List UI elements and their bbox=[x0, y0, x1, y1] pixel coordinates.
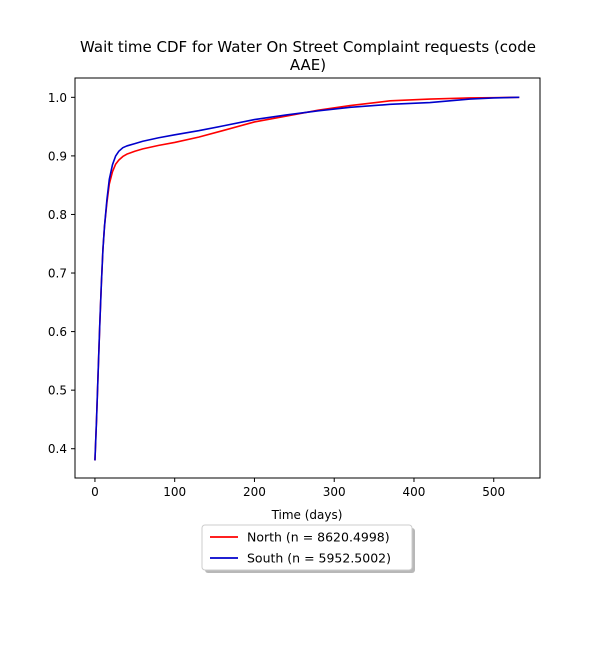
x-axis-label: Time (days) bbox=[271, 508, 343, 522]
x-tick-label: 400 bbox=[403, 485, 426, 499]
x-tick-label: 500 bbox=[482, 485, 505, 499]
y-tick-label: 0.4 bbox=[48, 442, 67, 456]
legend-label-north: North (n = 8620.4998) bbox=[247, 530, 390, 545]
x-axis: 0 100 200 300 400 500 bbox=[91, 478, 505, 499]
x-tick-label: 200 bbox=[243, 485, 266, 499]
x-tick-label: 300 bbox=[323, 485, 346, 499]
y-axis: 0.4 0.5 0.6 0.7 0.8 0.9 1.0 bbox=[48, 91, 75, 456]
series-line-south bbox=[94, 96, 520, 461]
x-tick-label: 0 bbox=[91, 485, 99, 499]
plot-frame bbox=[74, 77, 541, 479]
chart-title: Wait time CDF for Water On Street Compla… bbox=[80, 38, 536, 74]
y-tick-label: 0.6 bbox=[48, 325, 67, 339]
y-tick-label: 0.5 bbox=[48, 384, 67, 398]
plot-lines bbox=[94, 96, 520, 461]
y-tick-label: 1.0 bbox=[48, 91, 67, 105]
y-tick-label: 0.8 bbox=[48, 208, 67, 222]
legend-box bbox=[201, 524, 413, 571]
chart-title-line-2: AAE) bbox=[290, 56, 326, 74]
legend-label-south: South (n = 5952.5002) bbox=[247, 551, 391, 566]
y-tick-label: 0.7 bbox=[48, 267, 67, 281]
y-tick-label: 0.9 bbox=[48, 149, 67, 163]
chart-title-line-1: Wait time CDF for Water On Street Compla… bbox=[80, 38, 536, 56]
legend: North (n = 8620.4998) South (n = 5952.50… bbox=[201, 524, 415, 573]
series-line-north bbox=[94, 96, 520, 461]
x-tick-label: 100 bbox=[163, 485, 186, 499]
